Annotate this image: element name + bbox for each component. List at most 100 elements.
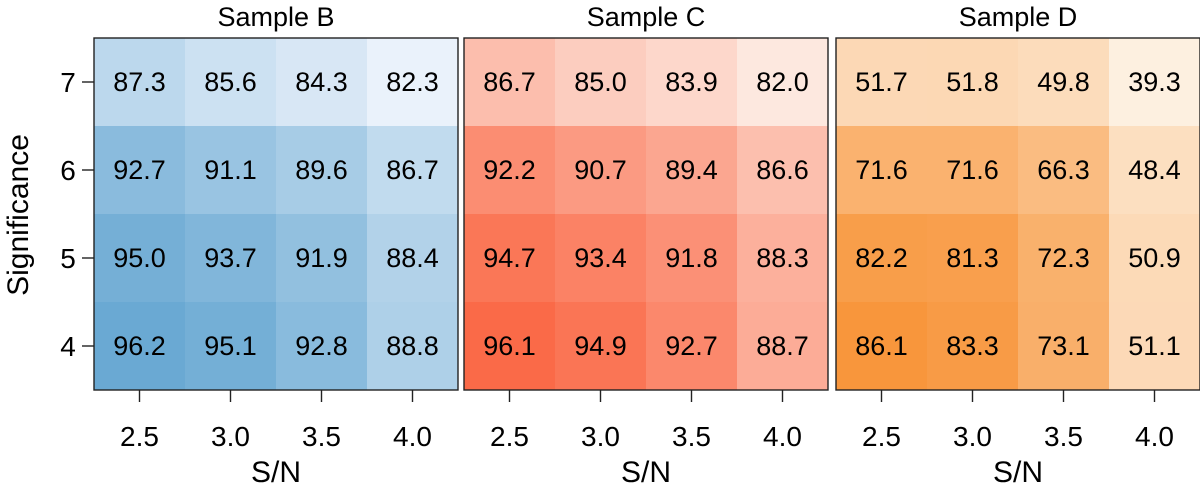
heatmap-cell (927, 126, 1019, 215)
y-tick-label: 4 (60, 331, 76, 362)
cell-value-label: 81.3 (946, 243, 999, 273)
cell-value-label: 86.1 (855, 331, 908, 361)
cell-value-label: 83.3 (946, 331, 999, 361)
cell-value-label: 89.6 (295, 155, 348, 185)
cell-value-label: 71.6 (946, 155, 999, 185)
cell-value-label: 94.7 (483, 243, 536, 273)
panel-sample-d: 51.7 51.8 49.8 39.3 71.6 71.6 66.3 48.4 82.2 81.3… (835, 2, 1200, 489)
y-tick-label: 5 (60, 243, 76, 274)
heatmap-cell (555, 302, 647, 391)
x-tick-label: 3.5 (672, 421, 711, 452)
heatmap-cell (646, 302, 738, 391)
heatmap-cell (836, 214, 928, 303)
heatmap-cell (94, 214, 186, 303)
heatmap-cell (927, 38, 1019, 127)
cell-value-label: 85.6 (204, 67, 257, 97)
cell-value-label: 51.8 (946, 67, 999, 97)
x-tick-label: 3.0 (953, 421, 992, 452)
heatmap-cell (464, 302, 556, 391)
cell-value-label: 90.7 (574, 155, 627, 185)
x-axis-label: S/N (993, 456, 1043, 489)
cell-value-label: 85.0 (574, 67, 627, 97)
heatmap-cell (276, 126, 368, 215)
heatmap-cell (367, 214, 459, 303)
heatmap-cell (367, 302, 459, 391)
cell-value-label: 86.6 (756, 155, 809, 185)
cell-value-label: 51.7 (855, 67, 908, 97)
cell-value-label: 96.1 (483, 331, 536, 361)
cell-value-label: 95.1 (204, 331, 257, 361)
cell-value-label: 93.7 (204, 243, 257, 273)
x-tick-label: 3.0 (211, 421, 250, 452)
heatmap-cell (1018, 302, 1110, 391)
cell-value-label: 92.2 (483, 155, 536, 185)
heatmap-cell (276, 214, 368, 303)
cell-value-label: 48.4 (1128, 155, 1181, 185)
x-tick-label: 3.5 (302, 421, 341, 452)
heatmap-cell (276, 38, 368, 127)
heatmap-cell (94, 302, 186, 391)
x-tick-label: 2.5 (862, 421, 901, 452)
panel-title: Sample D (959, 2, 1078, 32)
heatmap-cell (276, 302, 368, 391)
heatmap-cell (836, 38, 928, 127)
cell-value-label: 82.0 (756, 67, 809, 97)
heatmap-cell (646, 214, 738, 303)
heatmap-cell (1018, 38, 1110, 127)
cell-value-label: 84.3 (295, 67, 348, 97)
panel-sample-b: 87.3 85.6 84.3 82.3 92.7 91.1 89.6 86.7 95.0 93.7… (60, 2, 459, 489)
cell-value-label: 93.4 (574, 243, 627, 273)
cell-value-label: 94.9 (574, 331, 627, 361)
heatmap-cell (555, 126, 647, 215)
cell-value-label: 83.9 (665, 67, 718, 97)
heatmap-cell (185, 302, 277, 391)
heatmap-cell (1109, 126, 1200, 215)
panel-sample-c: 86.7 85.0 83.9 82.0 92.2 90.7 89.4 86.6 94.7 93.4… (463, 2, 829, 489)
heatmap-cell (836, 302, 928, 391)
cell-value-label: 66.3 (1037, 155, 1090, 185)
heatmap-cell (646, 38, 738, 127)
heatmap-cell (464, 126, 556, 215)
heatmap-cell (1109, 38, 1200, 127)
cell-value-label: 86.7 (483, 67, 536, 97)
heatmap-cell (94, 38, 186, 127)
cell-value-label: 82.3 (386, 67, 439, 97)
heatmap-cell (737, 126, 829, 215)
heatmap-cell (464, 214, 556, 303)
heatmap-cell (94, 126, 186, 215)
x-tick-label: 2.5 (490, 421, 529, 452)
heatmap-cell (646, 126, 738, 215)
heatmap-cell (555, 214, 647, 303)
panel-frame (93, 37, 459, 391)
cell-value-label: 73.1 (1037, 331, 1090, 361)
cell-value-label: 51.1 (1128, 331, 1181, 361)
cell-value-label: 91.1 (204, 155, 257, 185)
heatmap-cell (737, 38, 829, 127)
cell-value-label: 96.2 (113, 331, 166, 361)
cell-value-label: 88.3 (756, 243, 809, 273)
heatmap-cell (185, 126, 277, 215)
heatmap-cell (927, 302, 1019, 391)
cell-value-label: 49.8 (1037, 67, 1090, 97)
heatmap-cell (555, 38, 647, 127)
x-tick-label: 4.0 (1135, 421, 1174, 452)
cell-value-label: 95.0 (113, 243, 166, 273)
y-tick-label: 7 (60, 67, 76, 98)
x-tick-label: 4.0 (393, 421, 432, 452)
cell-value-label: 92.7 (665, 331, 718, 361)
cell-value-label: 72.3 (1037, 243, 1090, 273)
panel-title: Sample C (587, 2, 706, 32)
heatmap-cell (185, 214, 277, 303)
heatmap-cell (1018, 126, 1110, 215)
x-tick-label: 2.5 (120, 421, 159, 452)
panel-title: Sample B (217, 2, 334, 32)
heatmap-cell (927, 214, 1019, 303)
heatmap-cell (1018, 214, 1110, 303)
heatmap-cell (464, 38, 556, 127)
heatmap-cell (367, 126, 459, 215)
panel-frame (463, 37, 829, 391)
cell-value-label: 88.4 (386, 243, 439, 273)
y-axis-label: Significance (2, 134, 35, 296)
cell-value-label: 92.8 (295, 331, 348, 361)
